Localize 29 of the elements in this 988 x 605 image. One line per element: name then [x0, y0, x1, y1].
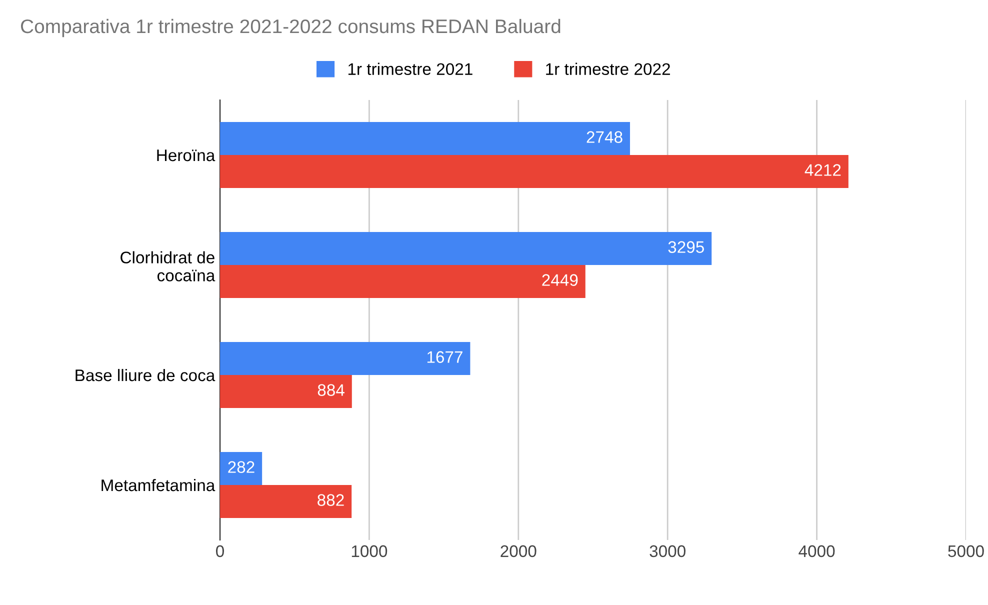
data-label: 3295	[668, 241, 704, 253]
y-tick-label: Metamfetamina	[102, 478, 216, 492]
chart-title: Comparativa 1r trimestre 2021-2022 consums REDAN Baluard	[20, 18, 560, 38]
legend-label: 1r trimestre 2021	[348, 62, 472, 76]
x-tick-label: 3000	[650, 545, 686, 558]
bar	[220, 265, 586, 298]
bar	[220, 485, 352, 518]
x-tick-label: 0	[216, 545, 224, 558]
y-tick-label: Heroïna	[157, 150, 216, 162]
x-tick-label: 1000	[352, 545, 388, 558]
bar	[220, 155, 848, 188]
x-tick-label: 4000	[798, 545, 835, 558]
data-label: 882	[318, 494, 344, 506]
legend-label: 1r trimestre 2022	[546, 62, 670, 76]
bar	[220, 122, 630, 155]
data-label: 2748	[586, 131, 622, 143]
y-tick-label: Clorhidrat de cocaïna	[120, 251, 216, 282]
data-label: 884	[318, 384, 344, 396]
data-label: 4212	[804, 164, 841, 176]
data-label: 282	[228, 461, 254, 473]
x-tick-label: 2000	[500, 545, 536, 558]
bar	[220, 452, 262, 485]
data-label: 1677	[427, 351, 462, 363]
bar	[220, 232, 712, 265]
x-tick-label: 5000	[948, 545, 984, 558]
data-label: 2449	[542, 274, 578, 286]
y-tick-label: Base lliure de coca	[76, 368, 216, 382]
bar	[220, 342, 470, 375]
bar	[220, 375, 352, 408]
